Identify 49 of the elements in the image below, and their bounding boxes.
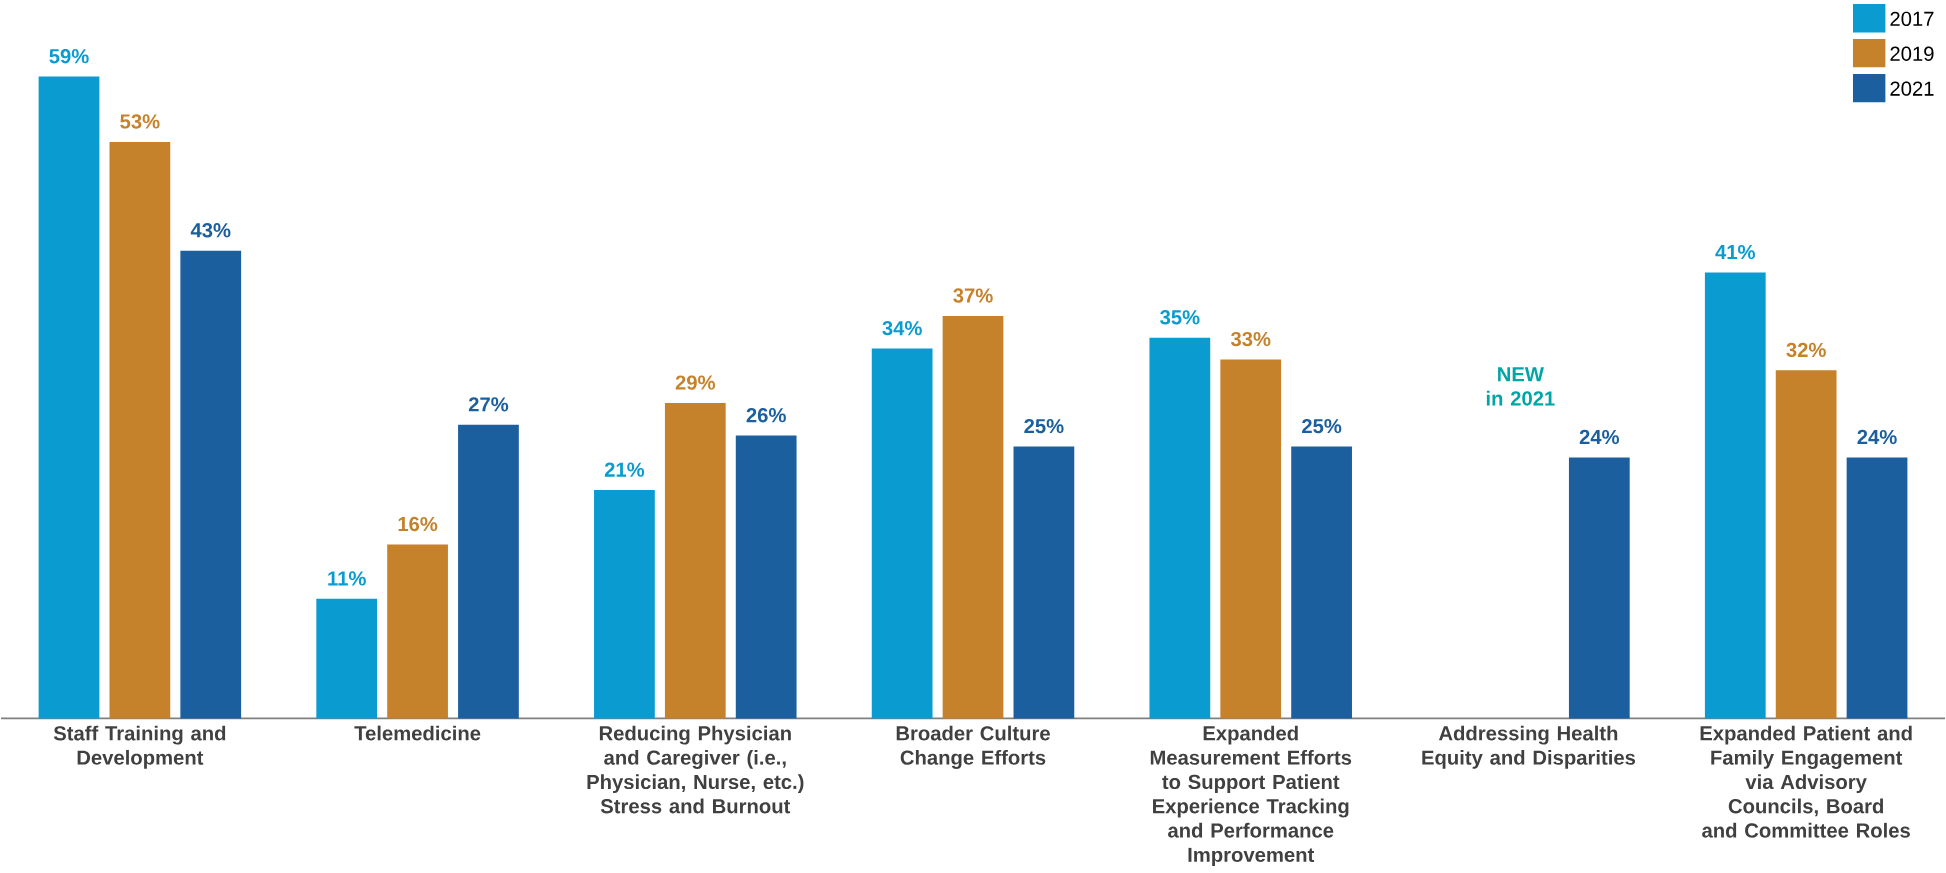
x-tick-label: Reducing Physician and Caregiver (i.e., Physician, Nurse, etc.) Stress and Burnout: [587, 725, 804, 814]
bar: [109, 142, 171, 719]
bar: [1149, 337, 1211, 719]
data-label: 59%: [49, 49, 89, 64]
bar: [1775, 370, 1837, 719]
data-label: 16%: [398, 516, 438, 532]
bar: [594, 490, 655, 719]
bar: [1013, 446, 1075, 719]
data-label: 33%: [1230, 332, 1271, 347]
bar: [458, 424, 519, 719]
x-tick-label: Expanded Measurement Efforts to Support Patient Experience Tracking and Performance Improvement: [1150, 725, 1352, 867]
annotation: NEW in 2021: [1486, 367, 1555, 406]
x-tick-label: Telemedicine: [354, 725, 481, 741]
x-tick-label: Staff Training and Development: [53, 725, 226, 769]
data-label: 26%: [746, 408, 786, 423]
data-label: 29%: [675, 375, 716, 390]
bar: [1220, 359, 1282, 719]
data-label: 11%: [328, 571, 366, 586]
bar: [38, 76, 100, 719]
data-label: 53%: [120, 114, 160, 129]
bar: [1846, 457, 1908, 719]
data-label: 43%: [190, 223, 231, 238]
data-label: 25%: [1302, 419, 1342, 434]
legend-label: 2019: [1890, 46, 1934, 62]
bar: [664, 403, 726, 719]
data-label: 35%: [1160, 310, 1200, 325]
bar: [871, 348, 933, 719]
data-label: 41%: [1715, 245, 1755, 260]
data-label: 24%: [1857, 429, 1897, 445]
bar: [1568, 457, 1630, 719]
data-label: 27%: [468, 397, 509, 412]
bar: [387, 544, 448, 719]
data-label: 32%: [1786, 342, 1826, 358]
bar: [316, 598, 378, 719]
data-label: 21%: [604, 462, 645, 477]
x-tick-label: Broader Culture Change Efforts: [896, 725, 1050, 770]
bar: [180, 250, 242, 719]
bar: [735, 435, 797, 719]
data-label: 37%: [953, 288, 993, 303]
data-label: 25%: [1024, 419, 1064, 434]
bar: [942, 316, 1004, 719]
bar: [1704, 272, 1766, 719]
legend-label: 2017: [1890, 11, 1934, 27]
data-label: 34%: [882, 321, 922, 336]
legend-label: 2021: [1890, 81, 1934, 96]
x-tick-label: Expanded Patient and Family Engagement via Advisory Councils, Board and Committee Roles: [1700, 725, 1912, 838]
x-tick-label: Addressing Health Equity and Disparities: [1422, 725, 1636, 769]
data-label: 24%: [1579, 429, 1620, 445]
bar: [1291, 446, 1352, 719]
